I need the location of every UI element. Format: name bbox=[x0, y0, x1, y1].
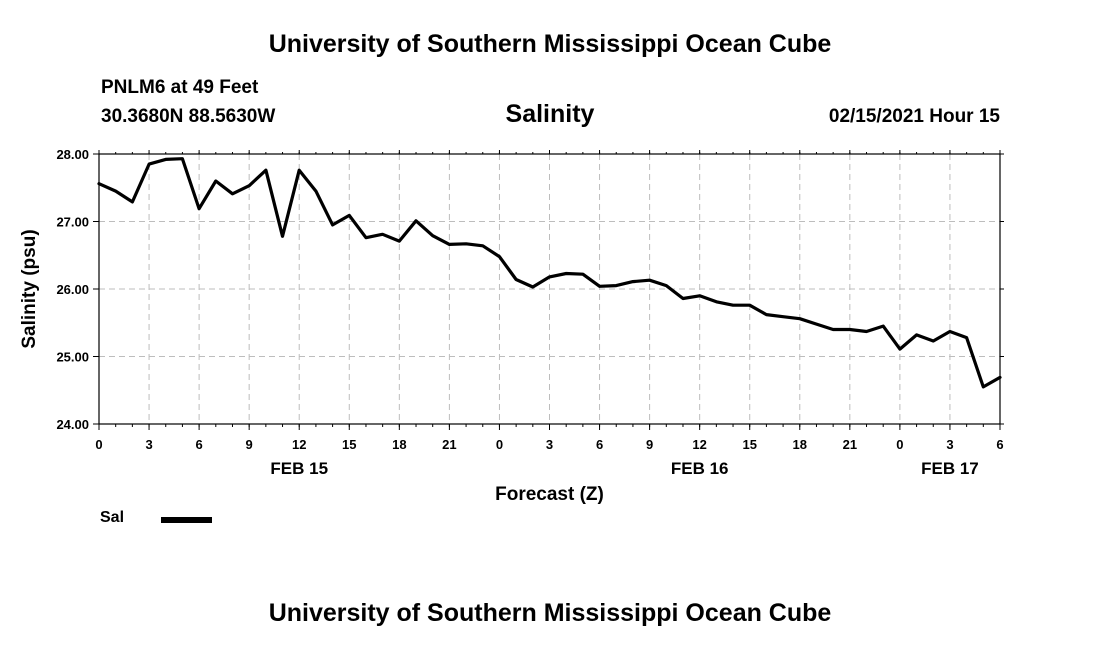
x-tick-label: 3 bbox=[546, 437, 553, 452]
y-axis-label: Salinity (psu) bbox=[19, 229, 40, 348]
x-tick-label: 3 bbox=[145, 437, 152, 452]
chart-header-title: University of Southern Mississippi Ocean… bbox=[268, 30, 832, 58]
y-tick-label: 24.00 bbox=[56, 417, 89, 432]
date-label: FEB 15 bbox=[270, 459, 328, 478]
y-tick-label: 25.00 bbox=[56, 350, 89, 365]
x-tick-label: 3 bbox=[946, 437, 953, 452]
x-tick-label: 15 bbox=[742, 437, 756, 452]
x-tick-label: 0 bbox=[896, 437, 903, 452]
x-tick-label: 6 bbox=[195, 437, 202, 452]
x-tick-label: 21 bbox=[442, 437, 456, 452]
chart-footer-title: University of Southern Mississippi Ocean… bbox=[268, 599, 832, 627]
salinity-series-line bbox=[97, 157, 1002, 389]
legend-swatch bbox=[161, 517, 212, 523]
x-tick-label: 15 bbox=[342, 437, 356, 452]
date-label: FEB 17 bbox=[921, 459, 979, 478]
y-tick-label: 27.00 bbox=[56, 215, 89, 230]
x-tick-label: 0 bbox=[95, 437, 102, 452]
x-axis-label: Forecast (Z) bbox=[495, 484, 604, 505]
station-name: PNLM6 at 49 Feet bbox=[101, 77, 259, 98]
y-tick-label: 26.00 bbox=[56, 282, 89, 297]
x-tick-label: 12 bbox=[292, 437, 306, 452]
y-tick-label: 28.00 bbox=[56, 147, 89, 162]
x-tick-label: 18 bbox=[793, 437, 807, 452]
date-label: FEB 16 bbox=[671, 459, 729, 478]
x-tick-label: 6 bbox=[996, 437, 1003, 452]
station-coordinates: 30.3680N 88.5630W bbox=[101, 106, 276, 127]
forecast-datetime: 02/15/2021 Hour 15 bbox=[828, 106, 1000, 127]
plot-frame bbox=[98, 153, 1001, 425]
x-tick-label: 21 bbox=[843, 437, 857, 452]
x-tick-label: 18 bbox=[392, 437, 406, 452]
chart-title: Salinity bbox=[505, 100, 595, 128]
x-tick-label: 9 bbox=[646, 437, 653, 452]
x-tick-label: 12 bbox=[692, 437, 706, 452]
x-tick-label: 0 bbox=[496, 437, 503, 452]
legend-label: Sal bbox=[100, 509, 125, 526]
x-tick-label: 6 bbox=[596, 437, 603, 452]
x-tick-label: 9 bbox=[246, 437, 253, 452]
